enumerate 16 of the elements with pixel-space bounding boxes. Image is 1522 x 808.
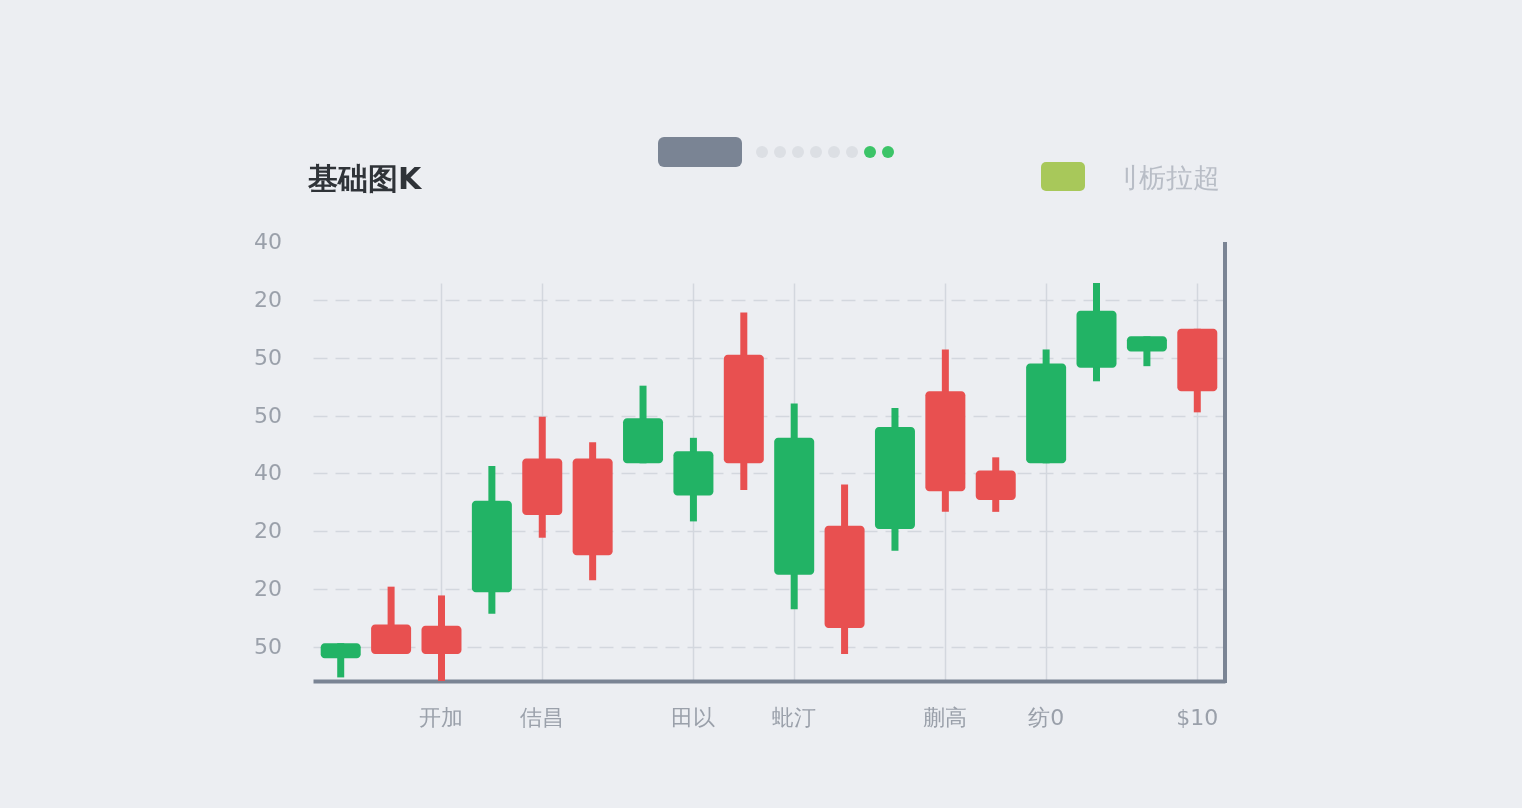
text: 40	[253, 460, 282, 487]
text: 40	[253, 229, 282, 255]
text: 20	[253, 286, 282, 313]
x-tick-label: 田以	[671, 704, 716, 730]
x-tick-label: $10	[1176, 704, 1219, 730]
x-tick-label: 纺0	[1028, 704, 1065, 730]
x-tick-label: 开加	[419, 704, 464, 730]
x-tick-label: 蚍汀	[772, 704, 817, 730]
text: 50	[253, 634, 282, 661]
x-tick-label: 佶昌	[520, 704, 565, 730]
text: 50	[253, 402, 282, 429]
text: 20	[253, 518, 282, 545]
text: 50	[253, 344, 282, 371]
text: 20	[253, 576, 282, 603]
chart-title: 基础图K	[307, 160, 423, 196]
x-tick-label: 蒯高	[923, 704, 968, 730]
